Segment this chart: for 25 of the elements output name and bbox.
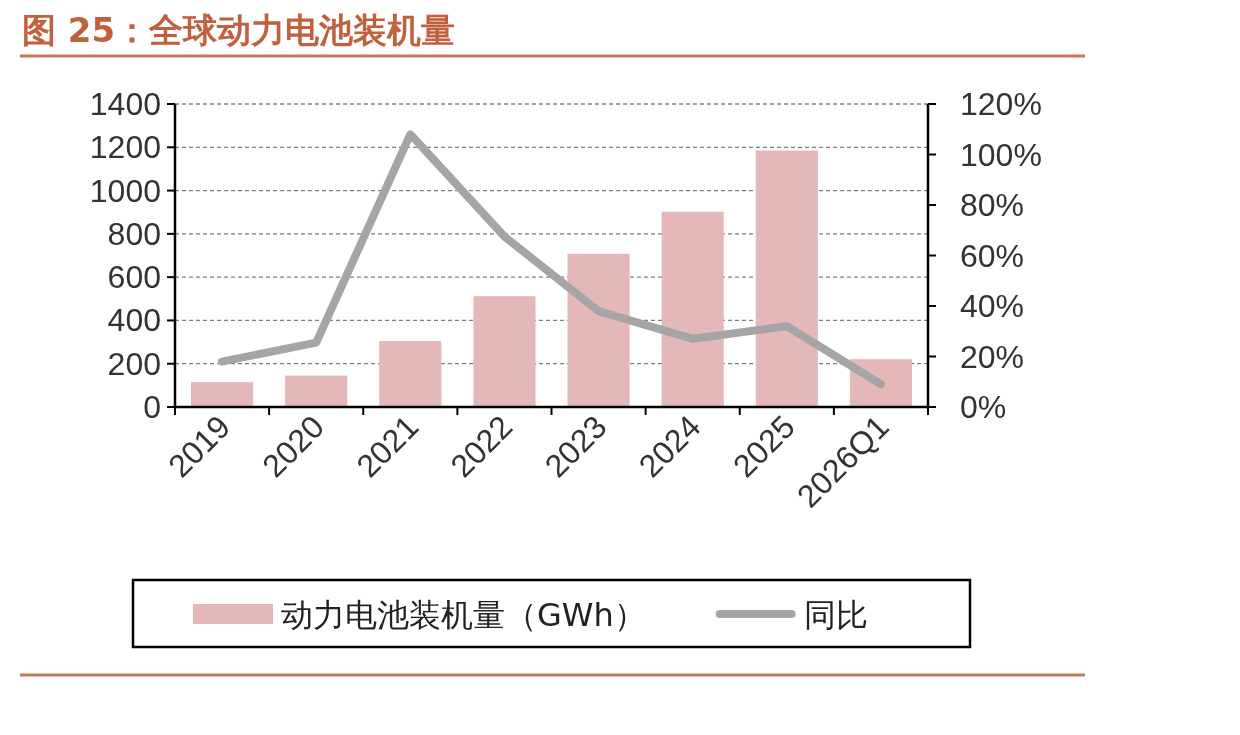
y-tick-label: 0 — [143, 389, 161, 425]
y-tick-label: 600 — [107, 259, 161, 296]
y2-tick-label: 0% — [960, 389, 1007, 425]
legend-label: 动力电池装机量（GWh） — [281, 596, 646, 634]
y2-tick-label: 100% — [960, 136, 1042, 173]
bar — [567, 253, 630, 407]
y-tick-label: 800 — [107, 215, 161, 252]
bar — [473, 296, 536, 407]
y-tick-label: 1000 — [89, 172, 161, 209]
y2-tick-label: 120% — [960, 86, 1042, 122]
bar — [285, 375, 348, 407]
bar — [755, 150, 818, 407]
y2-tick-label: 40% — [960, 288, 1025, 324]
y2-tick-label: 20% — [960, 338, 1025, 375]
bar — [191, 382, 254, 407]
y2-tick-label: 80% — [960, 187, 1025, 223]
y-tick-label: 200 — [107, 345, 161, 382]
y-tick-label: 1200 — [89, 129, 161, 166]
bar — [661, 211, 724, 407]
y-tick-label: 1400 — [89, 86, 161, 122]
y-tick-label: 400 — [107, 302, 161, 339]
chart-title: 图 25：全球动力电池装机量 — [22, 10, 456, 50]
y2-tick-label: 60% — [960, 237, 1025, 274]
bar — [379, 340, 442, 407]
legend-label: 同比 — [803, 596, 868, 634]
